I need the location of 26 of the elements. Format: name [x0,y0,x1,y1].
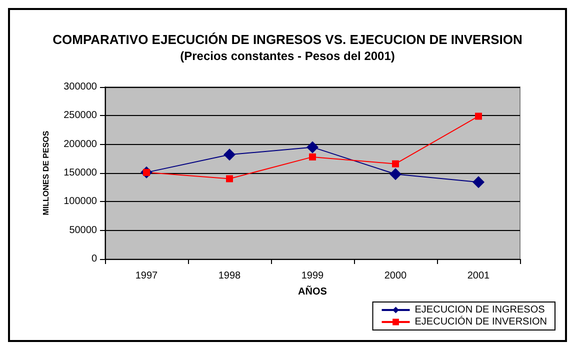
point [475,112,482,120]
y-tick-label: 300000 [64,82,98,92]
chart-subtitle: (Precios constantes - Pesos del 2001) [180,49,395,63]
point [226,175,233,182]
y-tick-label: 150000 [64,168,98,178]
point [392,160,399,168]
x-tick-label: 1998 [218,270,242,282]
y-tick-label: 250000 [64,110,98,122]
point [309,153,316,160]
x-tick-label: 1997 [135,270,158,282]
x-tick-label: 2000 [384,270,408,282]
point [306,141,318,154]
legend-label: EJECUCION DE INGRESOS [414,304,546,316]
legend-label: EJECUCIÓN DE INVERSION [414,316,548,328]
y-axis-title: MILLONES DE PESOS [42,130,50,216]
chart-title: COMPARATIVO EJECUCIÓN DE INGRESOS VS. EJECUCION DE INVERSION [52,32,522,47]
y-tick-label: 100000 [64,196,98,208]
point [472,176,484,188]
x-tick-label: 1999 [301,270,324,282]
point [390,168,402,180]
x-axis-title: AÑOS [298,286,328,298]
y-tick-label: 200000 [64,138,98,150]
point [224,148,236,161]
x-tick-label: 2001 [467,270,490,282]
y-tick-label: 0 [91,254,98,264]
y-tick-label: 50000 [69,224,98,236]
